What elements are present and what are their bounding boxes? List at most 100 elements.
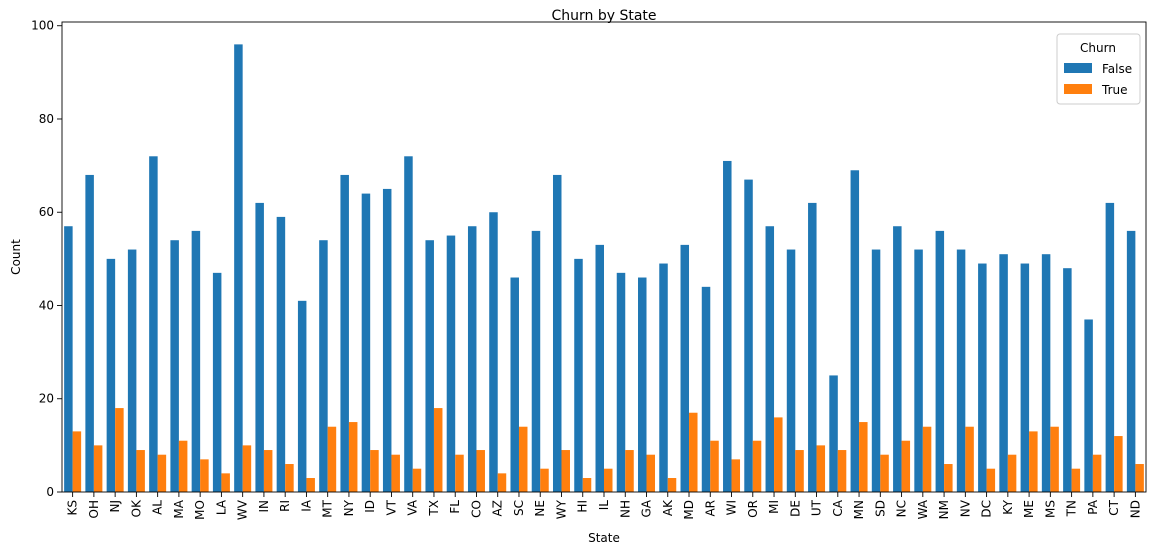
bar-UT-true	[816, 445, 826, 492]
bar-MI-false	[765, 226, 775, 493]
x-tick-label-NM: NM	[937, 500, 951, 519]
x-tick-label-CA: CA	[831, 499, 845, 516]
bar-PA-false	[1084, 319, 1093, 492]
bar-MD-true	[689, 412, 698, 492]
bar-OK-true	[136, 450, 145, 492]
bar-WA-true	[922, 426, 932, 492]
x-tick-label-WI: WI	[725, 500, 739, 515]
x-tick-label-AR: AR	[703, 500, 717, 517]
x-tick-label-VA: VA	[406, 499, 420, 515]
bar-AK-true	[667, 478, 677, 492]
x-tick-label-WY: WY	[554, 499, 568, 519]
x-tick-label-NY: NY	[342, 499, 356, 516]
bar-TN-false	[1063, 268, 1072, 492]
bar-UT-false	[808, 202, 817, 492]
bar-MO-true	[200, 459, 209, 492]
bar-VT-false	[382, 188, 392, 493]
legend: Churn False True	[1056, 33, 1141, 105]
x-axis: KS OH NJ OK AL MA MO LA WV IN RI IA MT NY ID VT VA TX FL CO…	[66, 492, 1142, 520]
y-tick-label: 100	[31, 19, 54, 33]
bars-group	[64, 44, 1144, 493]
bar-MN-false	[850, 170, 860, 492]
bar-SC-false	[510, 277, 519, 492]
bar-MS-false	[1041, 254, 1051, 492]
bar-HI-true	[582, 478, 592, 492]
x-tick-label-NJ: NJ	[108, 500, 122, 513]
bar-CO-true	[476, 450, 485, 492]
bar-DE-true	[795, 450, 804, 492]
x-tick-label-MS: MS	[1043, 500, 1057, 518]
bar-NJ-true	[115, 408, 124, 492]
x-tick-label-NH: NH	[618, 500, 632, 518]
bar-TX-true	[433, 408, 443, 492]
bar-OR-true	[752, 440, 762, 492]
bar-RI-false	[276, 216, 286, 492]
x-tick-label-ND: ND	[1128, 500, 1142, 518]
x-tick-label-SD: SD	[873, 500, 887, 517]
bar-PA-true	[1092, 454, 1102, 492]
x-tick-label-WA: WA	[916, 499, 930, 519]
bar-CT-false	[1105, 202, 1115, 492]
bar-LA-false	[212, 272, 222, 492]
bar-VT-true	[391, 454, 400, 492]
legend-title: Churn	[1080, 41, 1116, 55]
x-tick-label-MA: MA	[172, 499, 186, 518]
x-tick-label-CO: CO	[469, 500, 483, 518]
bar-NM-true	[944, 464, 953, 492]
x-tick-label-RI: RI	[278, 500, 292, 512]
x-tick-label-AZ: AZ	[491, 500, 505, 516]
bar-MO-false	[191, 230, 201, 492]
bar-SD-false	[871, 249, 881, 492]
x-tick-label-NV: NV	[958, 499, 972, 517]
x-tick-label-UT: UT	[810, 499, 824, 516]
bar-NH-true	[625, 450, 634, 492]
bar-DC-false	[978, 263, 987, 492]
bar-OR-false	[744, 179, 753, 492]
legend-label-false: False	[1102, 62, 1132, 76]
bar-TN-true	[1071, 468, 1081, 492]
bar-DC-true	[986, 468, 996, 492]
bar-AL-true	[157, 454, 167, 492]
bar-WV-false	[234, 44, 243, 492]
x-axis-title: State	[588, 531, 620, 545]
x-tick-label-NE: NE	[533, 500, 547, 517]
bar-NY-true	[348, 422, 358, 492]
bar-KS-false	[64, 226, 73, 493]
legend-swatch-false	[1064, 63, 1092, 73]
x-tick-label-MD: MD	[682, 500, 696, 520]
x-tick-label-TN: TN	[1065, 500, 1079, 517]
x-tick-label-KS: KS	[66, 500, 80, 516]
bar-NE-true	[540, 468, 549, 492]
bar-ND-false	[1126, 230, 1136, 492]
bar-VA-true	[412, 468, 422, 492]
bar-ND-true	[1135, 464, 1144, 492]
x-tick-label-PA: PA	[1086, 499, 1100, 514]
x-tick-label-VT: VT	[384, 499, 398, 515]
bar-CA-true	[837, 450, 847, 492]
bar-AR-true	[710, 440, 719, 492]
x-tick-label-SC: SC	[512, 500, 526, 516]
bar-AZ-true	[497, 473, 507, 492]
bar-WI-false	[723, 160, 732, 492]
bar-VA-false	[404, 156, 413, 493]
x-tick-label-OK: OK	[129, 499, 143, 517]
bar-ID-false	[361, 193, 371, 492]
bar-FL-true	[455, 454, 464, 492]
bar-CT-true	[1114, 436, 1123, 492]
bar-OH-false	[85, 174, 94, 492]
bar-NV-false	[956, 249, 966, 492]
x-tick-label-LA: LA	[214, 499, 228, 515]
y-tick-label: 60	[39, 205, 54, 219]
bar-MI-true	[774, 417, 783, 492]
bar-KS-true	[72, 431, 82, 492]
plot-frame	[61, 21, 1147, 493]
bar-MN-true	[859, 422, 868, 492]
x-tick-label-OR: OR	[746, 500, 760, 518]
x-tick-label-MI: MI	[767, 500, 781, 514]
bar-MT-false	[319, 240, 328, 492]
y-tick-label: 20	[39, 392, 54, 406]
x-tick-label-MT: MT	[321, 499, 335, 517]
bar-KY-true	[1007, 454, 1017, 492]
bar-OK-false	[127, 249, 137, 492]
